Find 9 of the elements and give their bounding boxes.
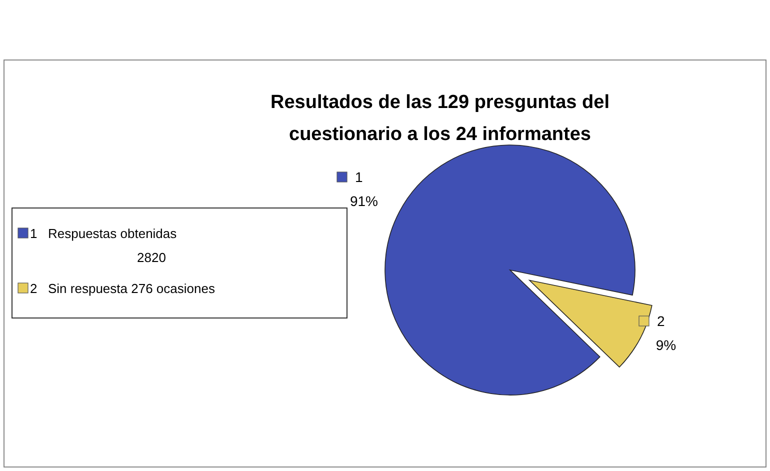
text: Sin respuesta 276 ocasiones [48,281,216,296]
data-label: 9% [656,337,676,353]
category-label: 2 [30,281,38,296]
text: Respuestas obtenidas 2820 [48,226,178,265]
legend-label: 2 [657,313,665,329]
chart-title: Resultados de las 129 presguntas del cuestionario a los 24 informantes [270,92,610,145]
legend-label: 1 [355,169,363,185]
data-label: 91% [350,193,378,209]
category-label: 1 [30,226,38,241]
